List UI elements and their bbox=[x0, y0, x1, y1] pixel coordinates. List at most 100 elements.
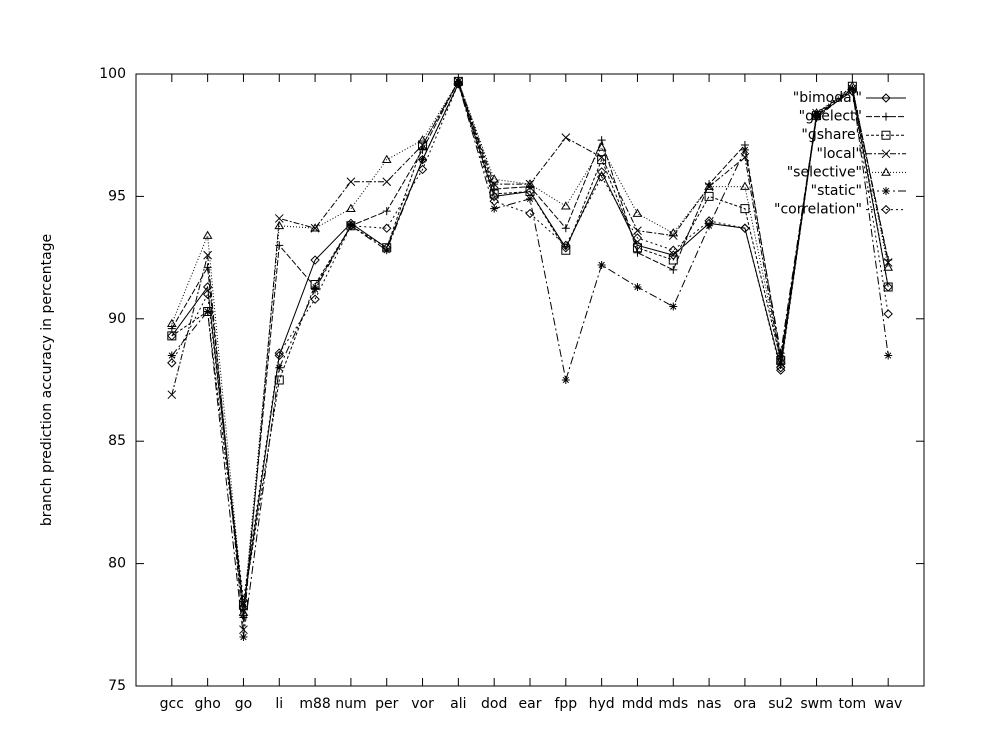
x-tick-label: ali bbox=[450, 696, 466, 712]
marker bbox=[346, 221, 356, 231]
legend-label: "local" bbox=[817, 146, 863, 162]
marker bbox=[239, 633, 248, 642]
marker bbox=[489, 174, 500, 183]
y-axis-label: branch prediction accuracy in percentage bbox=[39, 234, 55, 526]
marker bbox=[382, 177, 392, 187]
marker bbox=[632, 208, 643, 217]
marker bbox=[596, 142, 607, 151]
y-tick-label: 100 bbox=[99, 66, 126, 82]
marker bbox=[668, 228, 679, 237]
legend-label: "gshare" bbox=[801, 127, 862, 143]
legend-marker bbox=[881, 149, 891, 159]
legend-label: "selective" bbox=[787, 164, 862, 180]
marker bbox=[382, 243, 392, 253]
marker bbox=[310, 280, 320, 290]
marker bbox=[526, 194, 534, 203]
x-tick-label: nas bbox=[697, 696, 722, 712]
marker bbox=[776, 349, 785, 358]
legend-marker bbox=[881, 167, 891, 176]
marker bbox=[167, 324, 176, 333]
series-line bbox=[171, 82, 889, 601]
marker bbox=[274, 348, 284, 358]
marker bbox=[454, 79, 463, 88]
marker bbox=[704, 216, 714, 226]
marker bbox=[167, 351, 176, 360]
marker bbox=[525, 179, 535, 188]
x-tick-label: dod bbox=[481, 696, 507, 712]
x-tick-label: wav bbox=[874, 696, 902, 712]
marker bbox=[704, 181, 714, 190]
marker bbox=[811, 110, 822, 121]
marker bbox=[848, 84, 857, 93]
x-tick-label: li bbox=[275, 696, 283, 712]
marker bbox=[202, 230, 213, 239]
x-tick-label: m88 bbox=[299, 696, 330, 712]
legend-label: "gselect" bbox=[799, 109, 862, 125]
marker bbox=[417, 135, 428, 144]
marker bbox=[167, 390, 177, 400]
x-tick-label: tom bbox=[839, 696, 867, 712]
marker bbox=[310, 255, 320, 265]
marker bbox=[847, 81, 857, 91]
x-tick-label: mds bbox=[658, 696, 688, 712]
marker bbox=[668, 245, 678, 255]
x-tick-label: ear bbox=[519, 696, 542, 712]
marker bbox=[668, 255, 678, 265]
marker bbox=[489, 179, 499, 189]
x-tick-label: fpp bbox=[554, 696, 577, 712]
marker bbox=[310, 223, 320, 232]
marker bbox=[202, 289, 213, 300]
marker bbox=[453, 79, 464, 89]
y-tick-label: 75 bbox=[108, 678, 126, 694]
marker bbox=[740, 223, 750, 233]
marker bbox=[203, 263, 212, 272]
marker bbox=[632, 243, 642, 253]
marker bbox=[382, 223, 392, 233]
legend-label: "bimodal" bbox=[793, 90, 862, 106]
legend-marker bbox=[882, 187, 890, 195]
marker bbox=[525, 187, 535, 197]
marker bbox=[490, 185, 499, 194]
marker bbox=[776, 365, 786, 375]
marker bbox=[633, 282, 642, 291]
y-tick-label: 95 bbox=[108, 188, 126, 204]
marker bbox=[238, 595, 249, 606]
marker bbox=[560, 201, 571, 210]
legend-label: "correlation" bbox=[774, 202, 862, 218]
marker bbox=[490, 204, 499, 213]
x-tick-label: su2 bbox=[768, 696, 793, 712]
marker bbox=[669, 302, 678, 311]
marker bbox=[883, 262, 894, 271]
x-tick-label: hyd bbox=[589, 696, 615, 712]
x-tick-label: gcc bbox=[160, 696, 184, 712]
marker bbox=[274, 214, 284, 223]
marker bbox=[274, 220, 285, 230]
marker bbox=[453, 76, 463, 86]
y-tick-label: 90 bbox=[108, 311, 126, 327]
x-tick-label: num bbox=[335, 696, 366, 712]
series-line bbox=[171, 80, 889, 606]
marker bbox=[239, 625, 248, 635]
legend-marker bbox=[881, 130, 891, 140]
marker bbox=[776, 363, 786, 373]
marker bbox=[597, 260, 606, 269]
marker bbox=[561, 376, 570, 384]
marker bbox=[382, 246, 391, 255]
marker bbox=[203, 250, 212, 260]
marker bbox=[489, 196, 499, 207]
marker bbox=[847, 86, 858, 96]
marker bbox=[418, 155, 427, 164]
legend-marker bbox=[882, 112, 890, 121]
marker bbox=[883, 309, 893, 319]
marker bbox=[669, 265, 678, 274]
x-tick-label: mdd bbox=[622, 696, 653, 712]
marker bbox=[310, 294, 320, 304]
legend-marker bbox=[881, 93, 891, 103]
marker bbox=[597, 152, 606, 162]
x-tick-label: swm bbox=[800, 696, 832, 712]
x-tick-label: ora bbox=[733, 696, 756, 712]
x-tick-label: per bbox=[375, 696, 399, 712]
x-tick-label: vor bbox=[411, 696, 434, 712]
series-line bbox=[171, 82, 889, 608]
